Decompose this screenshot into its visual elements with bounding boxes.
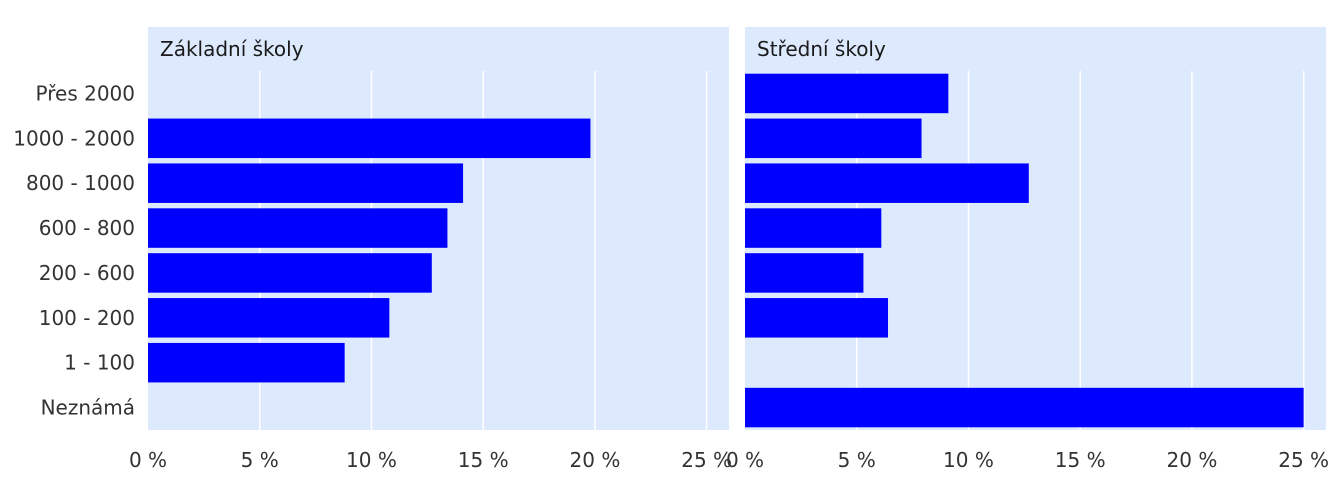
x-tick-label: 5 %	[838, 448, 876, 472]
panel-zakladni-skoly: Základní školy 0 % 5 % 10 % 15 % 20 % 25 %	[129, 27, 732, 472]
x-tick-label: 25 %	[681, 448, 732, 472]
x-tick-label: 10 %	[943, 448, 994, 472]
x-tick-label: 15 %	[1055, 448, 1106, 472]
panel-title: Základní školy	[160, 37, 304, 61]
bar	[148, 253, 432, 293]
category-label: 1 - 100	[64, 351, 135, 375]
category-label: 1000 - 2000	[13, 126, 135, 150]
x-tick-label: 20 %	[570, 448, 621, 472]
bar	[148, 342, 345, 383]
x-tick-label: 10 %	[346, 448, 397, 472]
category-label: 800 - 1000	[26, 171, 135, 195]
bar	[745, 118, 922, 159]
category-label: Přes 2000	[36, 81, 135, 105]
bar	[148, 208, 448, 248]
x-tick-label: 0 %	[129, 448, 167, 472]
x-tick-label: 0 %	[726, 448, 764, 472]
x-tick-label: 15 %	[458, 448, 509, 472]
x-axis: 0 % 5 % 10 % 15 % 20 % 25 %	[726, 448, 1329, 472]
category-label: 200 - 600	[39, 261, 135, 285]
x-axis: 0 % 5 % 10 % 15 % 20 % 25 %	[129, 448, 732, 472]
strip-background	[745, 27, 1326, 71]
bar	[745, 208, 882, 248]
bar	[745, 73, 949, 114]
x-tick-label: 20 %	[1167, 448, 1218, 472]
bar	[148, 163, 464, 203]
strip-background	[148, 27, 729, 71]
bar	[148, 118, 591, 159]
category-label: Neznámá	[41, 396, 135, 420]
bars	[148, 118, 591, 383]
x-tick-label: 5 %	[241, 448, 279, 472]
category-label: 100 - 200	[39, 306, 135, 330]
category-axis: Přes 2000 1000 - 2000 800 - 1000 600 - 800 2…	[13, 81, 135, 419]
bar	[745, 163, 1029, 203]
x-tick-label: 25 %	[1278, 448, 1329, 472]
bar	[745, 253, 864, 293]
bar	[148, 298, 390, 338]
panel-stredni-skoly: Střední školy 0 % 5 % 10 % 15 % 20 % 25 %	[726, 27, 1329, 472]
panel-title: Střední školy	[757, 37, 886, 61]
bar	[745, 298, 889, 338]
category-label: 600 - 800	[39, 216, 135, 240]
bar	[745, 387, 1304, 428]
bars	[745, 73, 1304, 428]
